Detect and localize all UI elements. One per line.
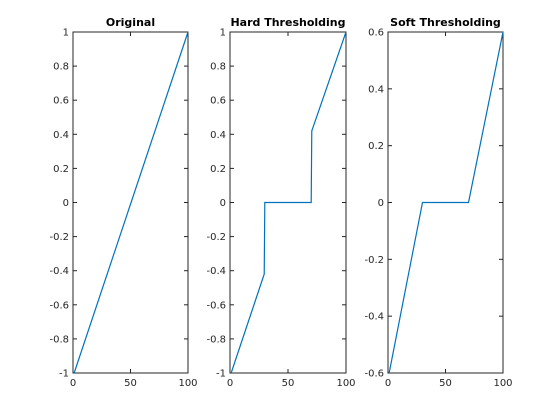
soft-thresholding-ytick-label: 0 xyxy=(378,198,384,209)
soft-thresholding-subplot: -0.6 -0.4 -0.2 0 0.2 0.4 0.6 0 50 100 Soft Thresho… xyxy=(364,16,512,389)
hard-thresholding-ytick-label: 0.4 xyxy=(210,130,226,141)
hard-thresholding-ytick-label: -0.4 xyxy=(206,266,226,277)
hard-thresholding-ytick-label: 0.8 xyxy=(210,62,226,73)
original-ytick-label: 0.4 xyxy=(53,130,69,141)
soft-thresholding-xtick-label: 0 xyxy=(385,378,391,389)
original-xtick-label: 0 xyxy=(70,378,76,389)
soft-thresholding-title: Soft Thresholding xyxy=(390,16,501,29)
original-ytick-label: 0 xyxy=(63,198,69,209)
hard-thresholding-title: Hard Thresholding xyxy=(230,16,345,29)
soft-thresholding-xtick-label: 50 xyxy=(439,378,452,389)
original-ytick-label: -0.8 xyxy=(49,334,69,345)
original-ytick-label: -0.2 xyxy=(49,232,69,243)
hard-thresholding-xtick-label: 100 xyxy=(336,378,355,389)
hard-thresholding-ytick-label: -0.8 xyxy=(206,334,226,345)
original-ytick-label: 0.6 xyxy=(53,96,69,107)
original-series-line xyxy=(73,31,189,374)
original-subplot: -1 -0.8 -0.6 -0.4 -0.2 0 0.2 0.4 0.6 0.8 1 0 50 100 Or… xyxy=(49,16,197,389)
soft-thresholding-xtick-label: 100 xyxy=(493,378,512,389)
original-ytick-label: 0.8 xyxy=(53,62,69,73)
original-ytick-label: 0.2 xyxy=(53,164,69,175)
hard-thresholding-subplot: -1 -0.8 -0.6 -0.4 -0.2 0 0.2 0.4 0.6 0.8 1 0 50 100 Ha… xyxy=(206,16,355,389)
hard-thresholding-ytick-label: -0.6 xyxy=(206,300,226,311)
soft-thresholding-ytick-label: 0.4 xyxy=(368,84,384,95)
original-ytick-label: -0.4 xyxy=(49,266,69,277)
hard-thresholding-xtick-label: 0 xyxy=(227,378,233,389)
original-title: Original xyxy=(106,16,155,29)
original-ytick-label: -1 xyxy=(59,369,69,380)
hard-thresholding-ytick-label: 0.2 xyxy=(210,164,226,175)
hard-thresholding-ytick-label: -0.2 xyxy=(206,232,226,243)
hard-thresholding-ytick-label: 1 xyxy=(220,28,226,39)
soft-thresholding-ytick-label: -0.4 xyxy=(364,312,384,323)
original-xtick-label: 50 xyxy=(124,378,137,389)
hard-thresholding-ytick-label: -1 xyxy=(216,369,226,380)
soft-thresholding-ytick-label: -0.2 xyxy=(364,255,384,266)
original-ytick-label: 1 xyxy=(63,28,69,39)
hard-thresholding-xtick-label: 50 xyxy=(282,378,295,389)
hard-thresholding-ytick-label: 0 xyxy=(220,198,226,209)
hard-thresholding-ytick-label: 0.6 xyxy=(210,96,226,107)
soft-thresholding-ytick-label: 0.2 xyxy=(368,141,384,152)
soft-thresholding-ytick-label: -0.6 xyxy=(364,369,384,380)
soft-thresholding-series-line xyxy=(388,31,504,374)
hard-thresholding-series-line xyxy=(230,31,347,374)
original-xtick-label: 100 xyxy=(178,378,197,389)
soft-thresholding-ytick-label: 0.6 xyxy=(368,28,384,39)
original-ytick-label: -0.6 xyxy=(49,300,69,311)
